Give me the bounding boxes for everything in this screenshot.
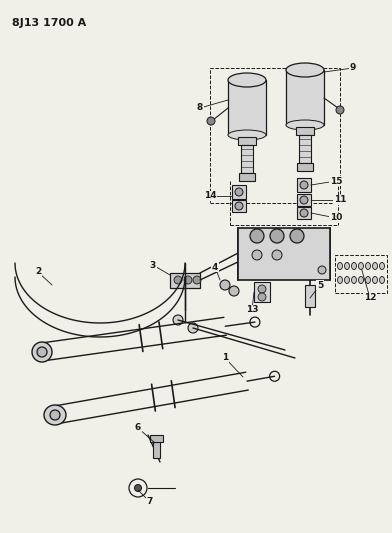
Ellipse shape: [379, 262, 385, 270]
Text: 3: 3: [150, 261, 156, 270]
Text: 9: 9: [350, 63, 356, 72]
Ellipse shape: [345, 262, 350, 270]
Circle shape: [235, 202, 243, 210]
Ellipse shape: [372, 262, 377, 270]
Bar: [297, 178, 311, 192]
Circle shape: [235, 188, 243, 196]
Text: 7: 7: [147, 497, 153, 506]
Bar: [296, 127, 314, 135]
Ellipse shape: [365, 262, 370, 270]
Bar: [239, 173, 255, 181]
Circle shape: [173, 315, 183, 325]
Ellipse shape: [228, 73, 266, 87]
Circle shape: [174, 276, 182, 284]
Ellipse shape: [359, 262, 363, 270]
Circle shape: [193, 276, 201, 284]
Circle shape: [134, 484, 142, 491]
Text: 1: 1: [222, 353, 228, 362]
Bar: [150, 435, 163, 442]
Circle shape: [336, 106, 344, 114]
Bar: [170, 273, 200, 288]
Circle shape: [300, 196, 308, 204]
Bar: [238, 137, 256, 145]
Ellipse shape: [359, 277, 363, 284]
Bar: [241, 145, 253, 173]
Bar: [232, 185, 246, 199]
Ellipse shape: [228, 130, 266, 140]
Bar: [297, 207, 311, 219]
Bar: [305, 285, 315, 307]
Ellipse shape: [365, 277, 370, 284]
Bar: [228, 80, 266, 135]
Ellipse shape: [44, 405, 66, 425]
Circle shape: [250, 229, 264, 243]
Circle shape: [318, 266, 326, 274]
Circle shape: [252, 250, 262, 260]
Text: 2: 2: [35, 268, 41, 277]
Text: 12: 12: [364, 294, 376, 303]
Circle shape: [184, 276, 192, 284]
Circle shape: [270, 229, 284, 243]
Ellipse shape: [286, 120, 324, 130]
Circle shape: [207, 117, 215, 125]
Circle shape: [258, 285, 266, 293]
Ellipse shape: [338, 277, 343, 284]
Text: 8J13 1700 A: 8J13 1700 A: [12, 18, 86, 28]
Circle shape: [300, 209, 308, 217]
Bar: [335, 255, 387, 293]
Text: 11: 11: [334, 196, 346, 205]
Ellipse shape: [338, 262, 343, 270]
Bar: [297, 163, 313, 171]
Circle shape: [290, 229, 304, 243]
Bar: [254, 282, 270, 302]
Text: 13: 13: [246, 305, 258, 314]
Ellipse shape: [352, 262, 356, 270]
Circle shape: [188, 323, 198, 333]
Ellipse shape: [286, 63, 324, 77]
Ellipse shape: [372, 277, 377, 284]
Bar: [210, 68, 340, 203]
Bar: [238, 228, 330, 280]
Circle shape: [220, 280, 230, 290]
Ellipse shape: [345, 277, 350, 284]
Circle shape: [50, 410, 60, 420]
Text: 10: 10: [330, 214, 342, 222]
Text: 14: 14: [204, 191, 216, 200]
Ellipse shape: [352, 277, 356, 284]
Text: 15: 15: [330, 176, 342, 185]
Circle shape: [258, 293, 266, 301]
Bar: [299, 135, 311, 163]
Bar: [153, 436, 160, 458]
Circle shape: [300, 181, 308, 189]
Circle shape: [37, 347, 47, 357]
Text: 8: 8: [197, 103, 203, 112]
Bar: [232, 200, 246, 212]
Bar: [286, 70, 324, 125]
Text: 5: 5: [317, 280, 323, 289]
Circle shape: [229, 286, 239, 296]
Ellipse shape: [32, 342, 52, 362]
Ellipse shape: [379, 277, 385, 284]
Circle shape: [272, 250, 282, 260]
Text: 4: 4: [212, 262, 218, 271]
Bar: [297, 194, 311, 206]
Text: 6: 6: [135, 424, 141, 432]
